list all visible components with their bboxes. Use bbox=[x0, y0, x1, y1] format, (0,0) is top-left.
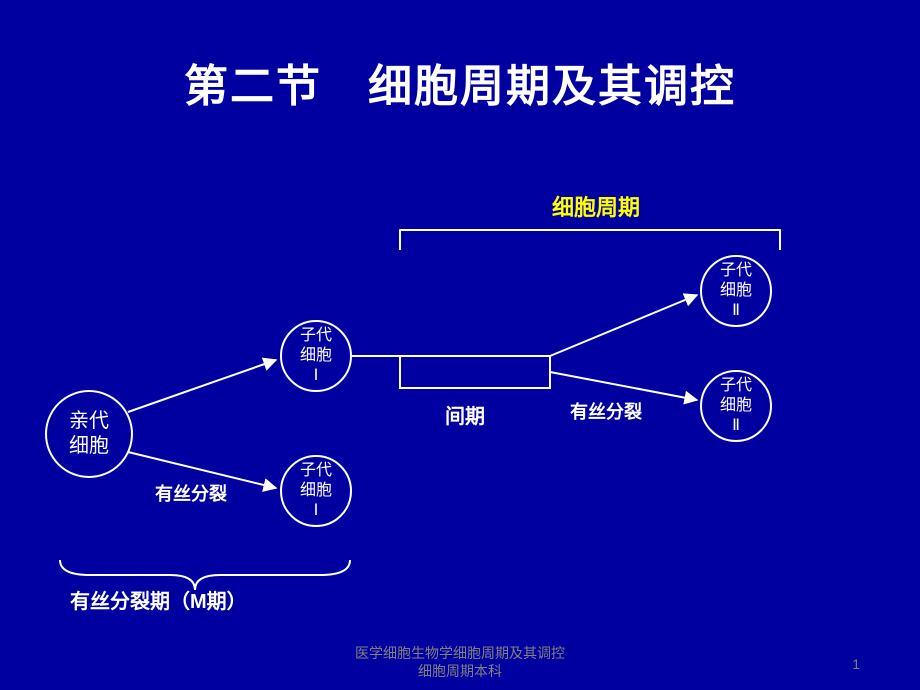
cell-text: 细胞 bbox=[300, 346, 332, 366]
cell-text: 细胞 bbox=[720, 396, 752, 416]
cell-text: 子代 bbox=[300, 326, 332, 346]
cell-child2a: 子代 细胞 Ⅱ bbox=[700, 255, 772, 327]
cell-text: Ⅰ bbox=[314, 501, 319, 521]
cell-text: Ⅰ bbox=[314, 366, 319, 386]
footer-line1: 医学细胞生物学细胞周期及其调控 bbox=[355, 645, 565, 661]
cell-child2b: 子代 细胞 Ⅱ bbox=[700, 370, 772, 442]
cell-text: 细胞 bbox=[69, 434, 109, 459]
cell-text: 细胞 bbox=[720, 281, 752, 301]
cell-text: 子代 bbox=[300, 461, 332, 481]
cycle-label: 细胞周期 bbox=[552, 190, 640, 222]
cell-child1b: 子代 细胞 Ⅰ bbox=[280, 455, 352, 527]
slide-title: 第二节 细胞周期及其调控 bbox=[0, 50, 920, 114]
label-mitosis-right: 有丝分裂 bbox=[570, 398, 642, 424]
footer-line2: 细胞周期本科 bbox=[418, 663, 502, 679]
label-m-phase: 有丝分裂期（M期） bbox=[70, 585, 247, 614]
cell-text: 细胞 bbox=[300, 481, 332, 501]
cell-text: Ⅱ bbox=[732, 301, 740, 321]
label-interphase: 间期 bbox=[445, 400, 485, 429]
cell-text: 子代 bbox=[720, 261, 752, 281]
cell-text: Ⅱ bbox=[732, 416, 740, 436]
cell-parent: 亲代 细胞 bbox=[45, 390, 133, 478]
footer-text: 医学细胞生物学细胞周期及其调控 细胞周期本科 bbox=[0, 644, 920, 680]
label-mitosis-left: 有丝分裂 bbox=[155, 480, 227, 506]
cell-child1a: 子代 细胞 Ⅰ bbox=[280, 320, 352, 392]
cell-text: 子代 bbox=[720, 376, 752, 396]
cell-text: 亲代 bbox=[69, 409, 109, 434]
page-number: 1 bbox=[852, 656, 860, 672]
